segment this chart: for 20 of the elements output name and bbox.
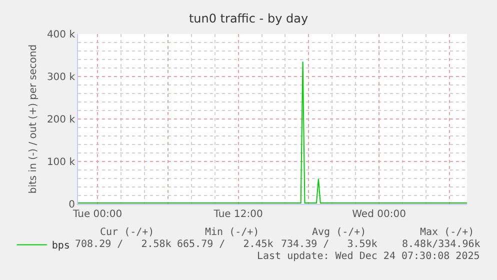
text: Max (-/+) <box>420 227 474 238</box>
text: 665.79 / 2.45k <box>177 239 274 250</box>
y-tick-label: 100 k <box>46 157 76 168</box>
y-tick-label: 0 <box>68 200 75 210</box>
legend-label: bps <box>52 240 70 252</box>
text: Min (-/+) <box>205 227 260 238</box>
x-tick-label: Tue 12:00 <box>212 209 263 220</box>
text: 708.29 / 2.58k <box>75 239 172 250</box>
x-tick-label: Wed 00:00 <box>352 209 406 220</box>
y-tick-label: 300 k <box>46 72 76 83</box>
text: Cur (-/+) <box>100 227 154 238</box>
text: 8.48k/334.96k <box>402 239 480 250</box>
x-tick-label: Tue 00:00 <box>72 209 122 220</box>
y-tick-label: 200 k <box>46 114 76 126</box>
y-tick-label: 400 k <box>46 30 76 40</box>
text: Last update: Wed Dec 24 07:30:08 2025 <box>257 251 480 262</box>
text: 734.39 / 3.59k <box>281 239 378 250</box>
y-axis-title: bits in (-) / out (+) per second <box>28 44 39 194</box>
text: Avg (-/+) <box>312 227 366 238</box>
chart-title: tun0 traffic - by day <box>188 11 308 26</box>
